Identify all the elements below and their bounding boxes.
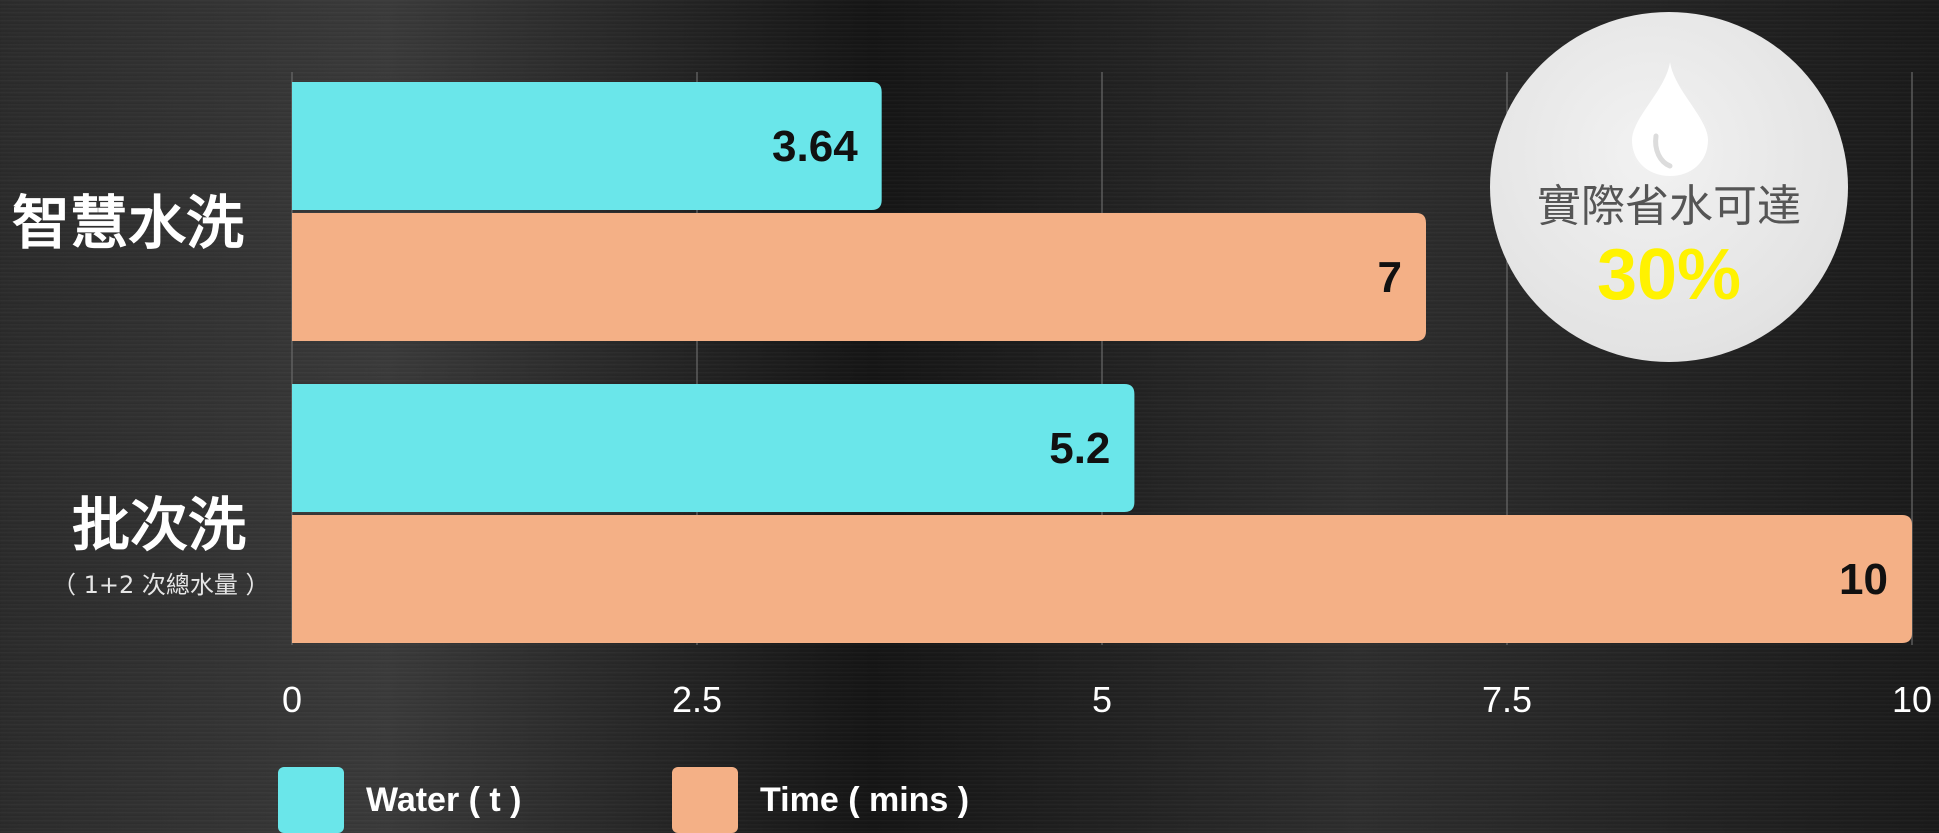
x-tick-label: 2.5 bbox=[672, 679, 722, 720]
legend-item-water: Water ( t ) bbox=[278, 767, 522, 833]
x-tick-label: 0 bbox=[282, 679, 302, 720]
bar bbox=[292, 384, 1135, 512]
x-tick-label: 7.5 bbox=[1482, 679, 1532, 720]
bar bbox=[292, 82, 882, 210]
legend-item-time: Time ( mins ) bbox=[672, 767, 969, 833]
water-saving-badge: 實際省水可達 30% bbox=[1490, 12, 1848, 362]
bar bbox=[292, 213, 1426, 341]
x-tick-label: 5 bbox=[1092, 679, 1112, 720]
data-label: 7 bbox=[1378, 253, 1402, 302]
legend-swatch-water bbox=[278, 767, 344, 833]
legend-label-time: Time ( mins ) bbox=[760, 780, 970, 819]
badge-percent: 30% bbox=[1596, 235, 1742, 315]
data-label: 10 bbox=[1839, 555, 1888, 604]
legend-swatch-time bbox=[672, 767, 738, 833]
bar bbox=[292, 515, 1912, 643]
category-sublabel-batch-wash: （ 1+2 次總水量 ） bbox=[52, 571, 270, 599]
data-label: 5.2 bbox=[1049, 424, 1110, 473]
x-tick-label: 10 bbox=[1892, 679, 1932, 720]
data-label: 3.64 bbox=[772, 122, 858, 171]
badge-text: 實際省水可達 bbox=[1537, 181, 1801, 232]
water-drop-icon bbox=[1632, 62, 1708, 176]
category-label-batch-wash: 批次洗 bbox=[72, 491, 247, 559]
legend-label-water: Water ( t ) bbox=[366, 780, 522, 819]
category-label-smart-wash: 智慧水洗 bbox=[12, 189, 245, 257]
